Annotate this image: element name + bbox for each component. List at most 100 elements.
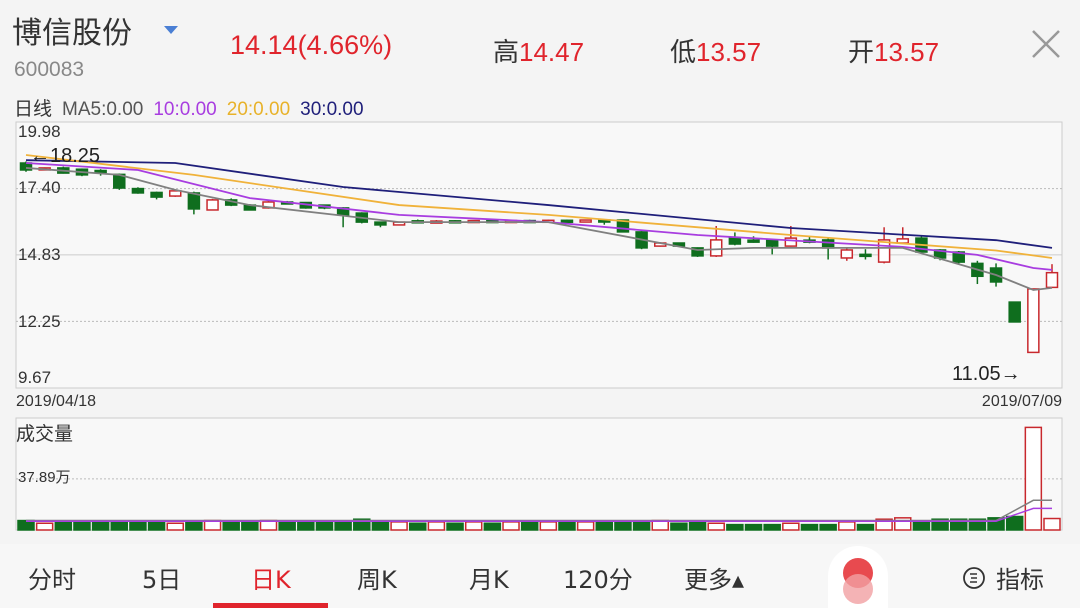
volume-bar [353,518,371,531]
candle-down [94,169,107,174]
volume-bar [894,517,912,531]
volume-bar [1024,426,1043,531]
tab-intraday[interactable]: 分时 [28,566,76,594]
candle-down [131,187,145,194]
candle-down [821,239,835,249]
period-tab-bar: 分时 5日 日K 周K 月K 120分 更多▴ 指标 [0,544,1080,608]
ma5-line [25,167,1053,291]
volume-bar [371,521,390,531]
close-icon[interactable] [1030,28,1062,60]
candle-up [206,199,219,211]
volume-bar [91,521,110,531]
open-stat: 开13.57 [848,32,939,69]
volume-bar [800,523,819,531]
max-annotation: ←18.25 [30,145,100,167]
indicator-label: 指标 [996,566,1044,594]
high-value: 14.47 [519,37,585,67]
volume-bar [408,522,427,531]
price-tick: 12.25 [18,312,61,331]
volume-bar [707,522,725,531]
volume-bar [912,521,931,531]
ma-legend: 日线 MA5:0.00 10:0.00 20:0.00 30:0.00 [14,94,374,121]
min-annotation: 11.05→ [952,363,1021,385]
tab-weekly-k[interactable]: 周K [357,566,397,594]
candle-down [150,191,163,198]
volume-bar [520,521,539,531]
ma30-line [25,159,1053,249]
candle-down [1008,301,1021,323]
legend-ma30: 30:0.00 [300,99,364,120]
volume-bar [334,521,352,531]
volume-bar [576,521,595,531]
volume-bar [129,521,147,531]
volume-ma10-line [26,507,1052,522]
volume-bar [688,521,707,531]
volume-bar [427,521,446,531]
price-tick: 19.98 [18,122,61,141]
candle-down [859,253,872,258]
volume-bar [185,521,203,531]
volume-bar [949,518,968,531]
legend-ma5: MA5:0.00 [62,99,144,120]
candle-down [728,237,742,245]
volume-bar [483,522,502,531]
price-tick: 17.40 [18,178,61,197]
candle-up [877,239,891,263]
volume-bar [297,521,315,531]
start-date: 2019/04/18 [16,393,96,410]
volume-bar [110,521,129,531]
price-tick: 14.83 [18,245,61,264]
tab-daily-k[interactable]: 日K [251,566,291,594]
price-tick: 9.67 [18,368,51,387]
volume-bar [558,521,576,531]
candle-down [374,221,387,226]
tab-monthly-k[interactable]: 月K [469,566,509,594]
candlestick-chart[interactable]: 19.98 17.40 14.83 12.25 9.67 ←18.25 11.0… [0,118,1080,543]
volume-bar [73,521,91,531]
volume-bar [968,518,987,531]
volume-bar [166,522,184,531]
low-label: 低 [670,38,697,68]
tab-5day[interactable]: 5日 [142,566,182,594]
tab-120min[interactable]: 120分 [563,566,633,594]
volume-bar [502,521,520,531]
price-change: 14.14(4.66%) [230,30,393,60]
volume-bar [744,523,763,531]
volume-bar [595,521,614,531]
volume-bar [278,521,296,531]
volume-panel [15,417,1063,531]
volume-label: 成交量 [16,423,73,445]
volume-bar [54,521,73,531]
volume-bar [763,523,781,531]
volume-bar [446,522,464,531]
tab-more[interactable]: 更多▴ [684,566,745,594]
floating-action-button[interactable] [828,546,888,608]
candle-up [840,249,854,259]
candle-down [691,247,704,257]
volume-bar [931,518,949,531]
volume-bar [838,521,856,531]
volume-bar [222,521,240,531]
ma10-line [25,162,1053,271]
volume-bar [35,522,54,531]
legend-ma10: 10:0.00 [153,99,217,120]
indicator-button[interactable]: 指标 [962,560,1044,595]
low-stat: 低13.57 [670,32,761,69]
candle-down [765,239,779,247]
candle-up [1027,288,1040,354]
caret-down-icon[interactable] [164,26,178,34]
candle-down [560,219,574,224]
volume-bar [614,521,632,531]
candle-up [168,190,182,197]
candle-up [1045,271,1059,289]
high-label: 高 [493,38,520,68]
indicator-icon [963,566,985,589]
active-tab-indicator [213,603,328,608]
volume-bar [464,521,483,531]
candle-up [579,219,592,223]
open-label: 开 [848,38,875,68]
volume-bar [1005,515,1024,531]
volume-bar [782,522,800,531]
stock-name[interactable]: 博信股份 [12,16,132,51]
red-dot-shadow-icon [843,574,873,604]
